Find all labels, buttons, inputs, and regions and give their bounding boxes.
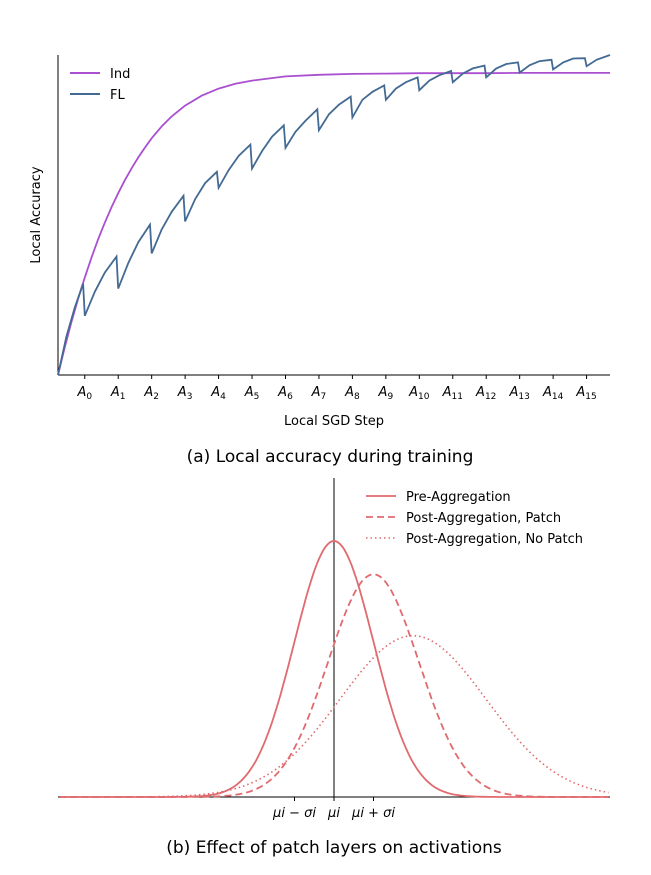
- panel-b: μi − σi μi μi + σi Pre-Aggregation Post-Ag…: [58, 478, 610, 858]
- x-tick-label: A6: [277, 385, 293, 402]
- post-aggregation-no-patch-curve: [59, 634, 609, 798]
- x-tick-label: A15: [575, 385, 596, 402]
- panel-a-x-ticks: A0 A1 A2 A3 A4 A5 A6 A7 A8 A9 A10 A11 A12 A13 A14 A15: [76, 375, 597, 402]
- panel-a-x-axis-title: Local SGD Step: [284, 414, 384, 429]
- panel-b-x-ticks: μi − σi μi μi + σi: [272, 797, 395, 821]
- x-tick-label: A7: [311, 385, 327, 402]
- legend-label-post-aggregation-no-patch: Post-Aggregation, No Patch: [406, 532, 583, 547]
- x-tick-label: A10: [408, 385, 430, 402]
- panel-a-caption: (a) Local accuracy during training: [187, 447, 474, 467]
- x-tick-label: μi: [327, 806, 340, 821]
- x-tick-label: A2: [143, 385, 159, 402]
- panel-a-y-axis-title: Local Accuracy: [29, 166, 44, 263]
- x-tick-label: μi − σi: [272, 806, 316, 821]
- panel-b-legend: Pre-Aggregation Post-Aggregation, Patch …: [366, 490, 583, 547]
- legend-label-pre-aggregation: Pre-Aggregation: [406, 490, 511, 505]
- x-tick-label: A0: [76, 385, 92, 402]
- x-tick-label: A11: [442, 385, 463, 402]
- panel-b-caption: (b) Effect of patch layers on activation…: [166, 838, 502, 858]
- x-tick-label: A4: [210, 385, 226, 402]
- x-tick-label: A14: [542, 385, 564, 402]
- panel-a-legend: Ind FL: [70, 67, 130, 103]
- ind-series-line: [57, 72, 610, 376]
- x-tick-label: A13: [508, 385, 529, 402]
- legend-label-fl: FL: [110, 88, 125, 103]
- x-tick-label: A3: [177, 385, 193, 402]
- panel-a: A0 A1 A2 A3 A4 A5 A6 A7 A8 A9 A10 A11 A12 A13 A14 A15 I…: [29, 54, 611, 467]
- legend-label-post-aggregation-patch: Post-Aggregation, Patch: [406, 511, 561, 526]
- legend-label-ind: Ind: [110, 67, 130, 82]
- x-tick-label: A12: [475, 385, 496, 402]
- fl-series-line: [57, 54, 611, 376]
- x-tick-label: A1: [110, 385, 126, 402]
- x-tick-label: μi + σi: [351, 806, 395, 821]
- x-tick-label: A8: [344, 385, 360, 402]
- x-tick-label: A9: [378, 385, 394, 402]
- x-tick-label: A5: [244, 385, 260, 402]
